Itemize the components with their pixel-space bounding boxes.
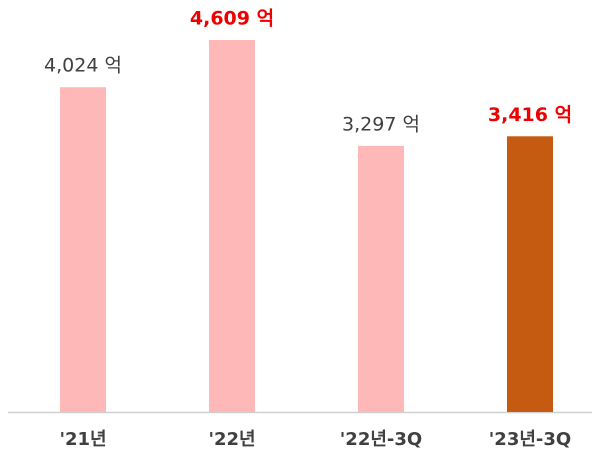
bar: [209, 40, 255, 412]
x-tick-label: '22년-3Q: [340, 429, 422, 450]
bar: [507, 136, 553, 412]
value-label: 3,416 억: [488, 104, 572, 126]
value-label: 3,297 억: [342, 113, 420, 135]
bar: [358, 145, 404, 413]
value-label: 4,609 억: [190, 8, 274, 30]
value-label: 4,024 억: [44, 55, 122, 77]
x-tick-label: '23년-3Q: [489, 429, 571, 450]
x-tick-label: '22년: [208, 429, 255, 450]
x-tick-label: '21년: [59, 429, 106, 450]
bar: [60, 87, 106, 413]
